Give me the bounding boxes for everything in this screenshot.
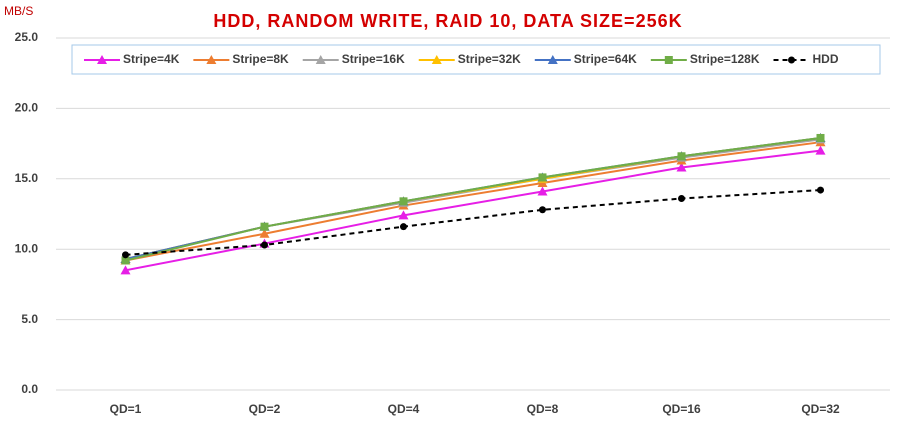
y-tick-label: 20.0 xyxy=(15,101,39,115)
marker xyxy=(120,265,131,275)
legend-label: Stripe=32K xyxy=(458,52,521,66)
legend-marker xyxy=(788,56,796,64)
legend-marker xyxy=(664,56,673,64)
y-tick-label: 15.0 xyxy=(15,171,39,185)
legend-label: Stripe=16K xyxy=(342,52,405,66)
y-tick-label: 5.0 xyxy=(21,312,38,326)
y-tick-label: 10.0 xyxy=(15,241,39,255)
marker xyxy=(122,251,129,259)
legend-marker xyxy=(206,55,217,64)
marker xyxy=(398,210,409,220)
legend-label: Stripe=128K xyxy=(690,52,760,66)
marker xyxy=(677,152,686,161)
marker xyxy=(817,186,824,194)
marker xyxy=(538,173,547,182)
marker xyxy=(260,222,269,231)
series-line xyxy=(125,149,821,272)
legend-label: Stripe=8K xyxy=(232,52,289,66)
legend-marker xyxy=(315,55,326,64)
series-line xyxy=(125,141,821,262)
marker xyxy=(121,256,130,265)
legend-label: Stripe=64K xyxy=(574,52,637,66)
chart-title: HDD, RANDOM WRITE, RAID 10, DATA SIZE=25… xyxy=(213,11,682,31)
x-tick-label: QD=4 xyxy=(388,402,420,416)
marker xyxy=(676,162,687,172)
marker xyxy=(539,206,546,214)
x-tick-label: QD=1 xyxy=(110,402,142,416)
legend-marker xyxy=(97,55,107,64)
x-tick-label: QD=2 xyxy=(249,402,281,416)
legend-label: HDD xyxy=(813,52,839,66)
marker xyxy=(678,195,685,203)
y-axis-label: MB/S xyxy=(4,4,33,18)
y-tick-label: 0.0 xyxy=(21,382,38,396)
x-tick-label: QD=32 xyxy=(801,402,840,416)
marker xyxy=(399,197,408,206)
legend-label: Stripe=4K xyxy=(123,52,180,66)
marker xyxy=(261,241,268,249)
marker xyxy=(815,145,826,155)
marker xyxy=(537,186,548,196)
series-line xyxy=(125,136,821,262)
legend-marker xyxy=(431,55,442,64)
legend: Stripe=4K Stripe=8K Stripe=16K Stripe=32K St… xyxy=(71,44,881,75)
marker xyxy=(816,133,825,142)
y-tick-label: 25.0 xyxy=(15,30,39,44)
marker xyxy=(259,228,270,238)
x-tick-label: QD=16 xyxy=(662,402,701,416)
x-tick-label: QD=8 xyxy=(527,402,559,416)
legend-marker xyxy=(547,55,558,64)
marker xyxy=(400,223,407,231)
